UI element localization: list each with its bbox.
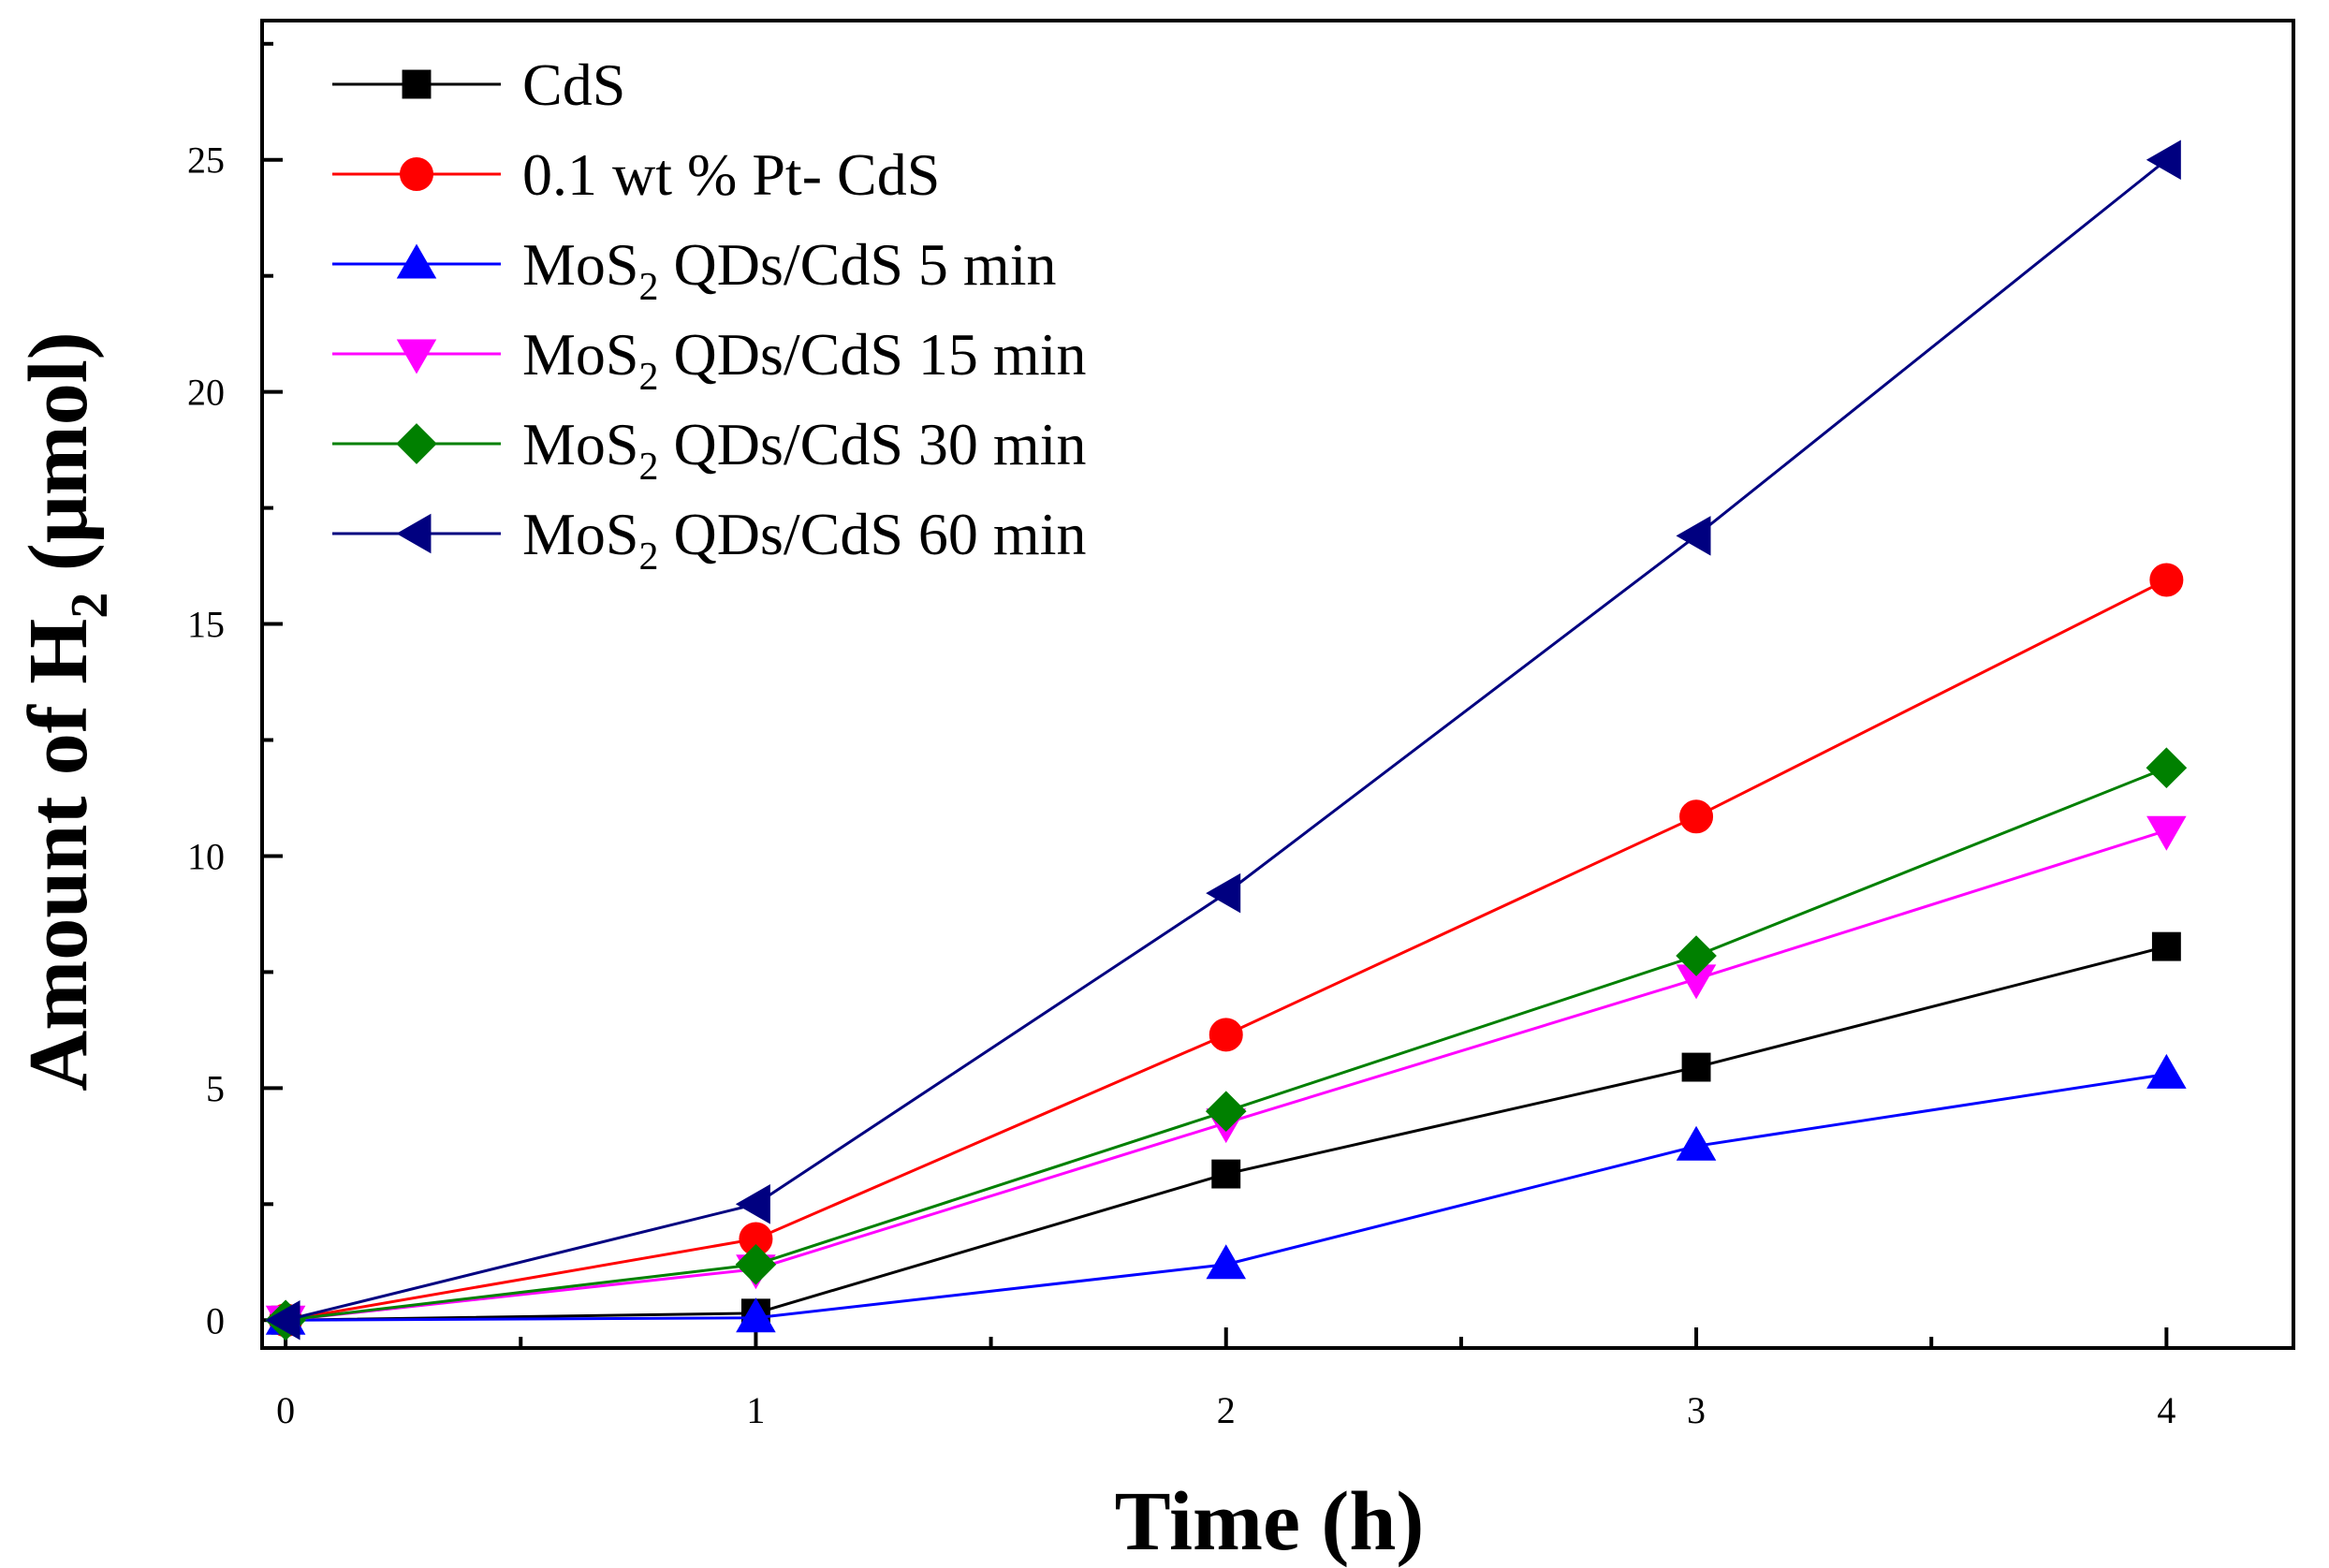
legend-label: 0.1 wt % Pt- CdS bbox=[522, 141, 940, 208]
data-point bbox=[1676, 935, 1717, 976]
data-point bbox=[1676, 516, 1711, 556]
data-point bbox=[1206, 872, 1241, 914]
data-point bbox=[1206, 1244, 1247, 1280]
legend-entry: 0.1 wt % Pt- CdS bbox=[332, 141, 940, 208]
data-point bbox=[2149, 563, 2184, 597]
data-point bbox=[1208, 1018, 1243, 1052]
legend-marker bbox=[396, 243, 437, 279]
y-axis-title: Amount of H2 (μmol) bbox=[12, 331, 119, 1091]
data-point bbox=[1676, 1125, 1717, 1161]
legend: CdS 0.1 wt % Pt- CdS MoS2 QDs/CdS 5 min MoS… bbox=[332, 51, 1086, 579]
data-point bbox=[736, 1297, 776, 1333]
legend-entry: MoS2 QDs/CdS 5 min bbox=[332, 231, 1056, 309]
legend-label: MoS2 QDs/CdS 5 min bbox=[522, 231, 1056, 309]
x-tick-label: 3 bbox=[1687, 1389, 1706, 1431]
y-tick-label: 5 bbox=[206, 1067, 225, 1109]
y-tick-label: 15 bbox=[187, 604, 225, 646]
series-6 bbox=[265, 139, 2181, 1341]
series-2 bbox=[269, 563, 2184, 1338]
legend-marker bbox=[402, 69, 432, 99]
data-point bbox=[2146, 139, 2181, 181]
data-point bbox=[2146, 747, 2188, 789]
legend-entry: CdS bbox=[332, 51, 625, 118]
x-tick-label: 4 bbox=[2157, 1389, 2175, 1431]
legend-marker bbox=[396, 513, 432, 554]
series-layer bbox=[265, 139, 2188, 1341]
legend-label: MoS2 QDs/CdS 15 min bbox=[522, 321, 1086, 399]
data-point bbox=[2146, 815, 2187, 851]
legend-label: MoS2 QDs/CdS 60 min bbox=[522, 501, 1086, 579]
x-tick-label: 1 bbox=[746, 1389, 765, 1431]
y-tick-label: 10 bbox=[187, 835, 225, 877]
legend-entry: MoS2 QDs/CdS 60 min bbox=[332, 501, 1086, 579]
x-axis-ticks: 0 1 2 3 4 bbox=[276, 1327, 2175, 1431]
legend-marker bbox=[396, 423, 437, 464]
legend-entry: MoS2 QDs/CdS 15 min bbox=[332, 321, 1086, 399]
x-axis-title: Time (h) bbox=[1115, 1475, 1425, 1568]
y-axis-title-sub: 2 bbox=[61, 593, 119, 619]
y-tick-label: 0 bbox=[206, 1299, 225, 1341]
x-tick-label: 0 bbox=[276, 1389, 295, 1431]
legend-label: MoS2 QDs/CdS 30 min bbox=[522, 411, 1086, 489]
legend-marker bbox=[400, 157, 433, 191]
y-axis-title-main: Amount of H bbox=[12, 619, 105, 1092]
y-tick-label: 20 bbox=[187, 372, 225, 414]
data-point bbox=[1211, 1159, 1241, 1189]
data-point bbox=[2151, 931, 2181, 961]
plot-frame bbox=[260, 19, 2295, 1350]
data-point bbox=[2146, 1053, 2187, 1089]
data-point bbox=[735, 1243, 777, 1285]
data-point bbox=[1205, 1091, 1247, 1132]
x-tick-label: 2 bbox=[1217, 1389, 1236, 1431]
y-axis-ticks: 0 5 10 15 20 25 bbox=[187, 41, 283, 1341]
data-point bbox=[265, 1299, 300, 1341]
y-tick-label: 25 bbox=[187, 139, 225, 182]
svg-text:Amount of H2 (μmol): Amount of H2 (μmol) bbox=[12, 331, 119, 1091]
data-point bbox=[735, 1184, 770, 1224]
legend-label: CdS bbox=[522, 51, 625, 118]
series-line bbox=[285, 579, 2168, 1322]
legend-entry: MoS2 QDs/CdS 30 min bbox=[332, 411, 1086, 489]
data-point bbox=[1679, 799, 1714, 834]
data-point bbox=[1681, 1052, 1711, 1082]
y-axis-title-unit: (μmol) bbox=[12, 331, 105, 592]
legend-marker bbox=[396, 339, 437, 374]
